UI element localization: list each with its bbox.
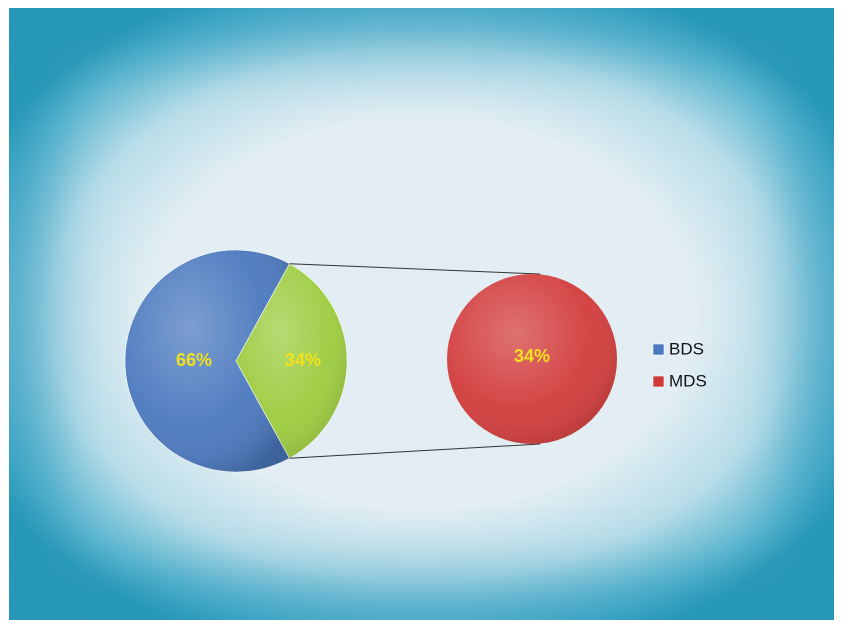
secondary-pie-shading [447, 274, 617, 444]
legend-swatch-bds [652, 343, 665, 356]
main-pie [124, 249, 348, 473]
data-label: 34% [514, 346, 550, 366]
legend-swatch-mds [652, 375, 665, 388]
legend-label-bds: BDS [669, 339, 704, 358]
secondary-pie [447, 274, 617, 444]
connector-line-top [289, 263, 541, 275]
main-pie-slice-shading [236, 263, 348, 459]
legend-label-mds: MDS [669, 371, 707, 390]
data-labels: 66% 34% 34% [176, 346, 550, 370]
connector-lines [289, 263, 541, 459]
legend: BDS MDS [652, 339, 707, 390]
connector-line-bottom [289, 443, 541, 459]
main-pie-slice-shading [125, 250, 290, 473]
data-label: 34% [285, 350, 321, 370]
data-label: 66% [176, 350, 212, 370]
